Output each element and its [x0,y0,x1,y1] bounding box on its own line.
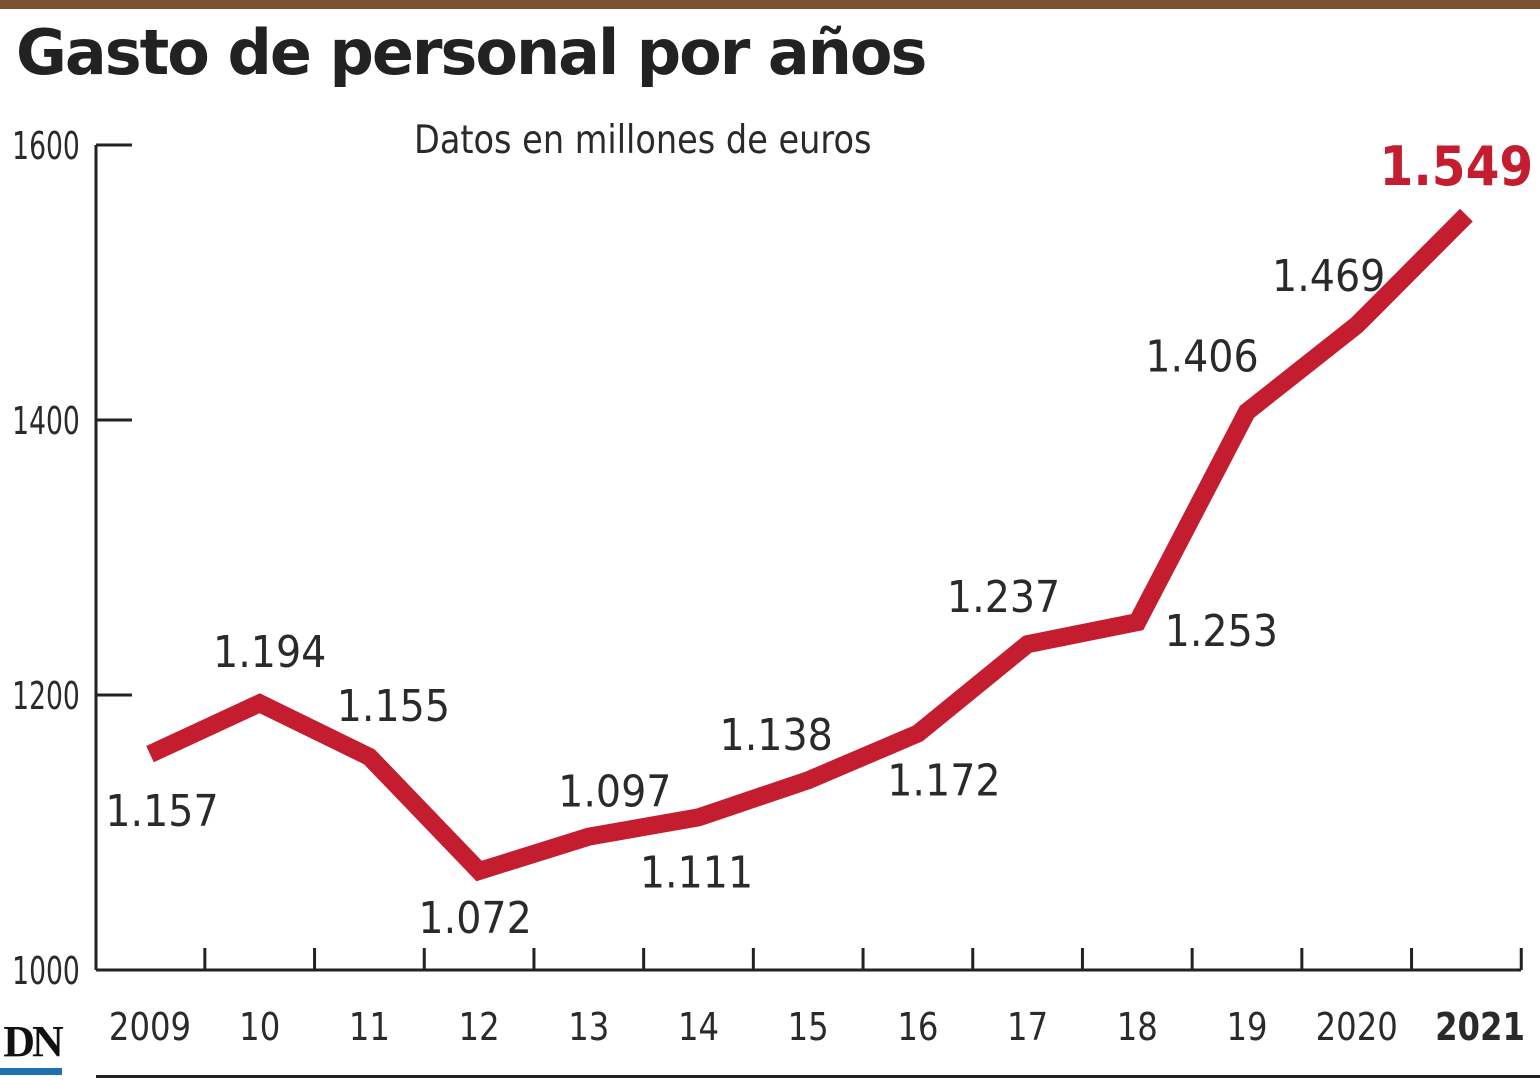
x-tick-label-2021: 2021 [1435,1006,1525,1050]
x-tick-label-13: 13 [568,1006,609,1050]
publisher-logo: DN [3,1017,64,1066]
top-decorative-bar [0,0,1540,9]
x-tick-label-2009: 2009 [109,1006,191,1050]
data-label-13: 1.097 [558,766,671,818]
axes-group: 1000 1200 1400 1600 2009 10 11 12 13 14 15 16 17 18 19… [12,124,1525,1049]
chart-subtitle: Datos en millones de euros [414,118,872,163]
x-tick-label-14: 14 [678,1006,719,1050]
logo-underline [0,1068,62,1075]
x-tick-label-12: 12 [459,1006,500,1050]
x-tick-label-15: 15 [788,1006,829,1050]
data-label-15: 1.138 [720,709,833,761]
data-label-2009: 1.157 [105,785,218,837]
series-group [146,208,1473,882]
y-tick-label-1600: 1600 [12,124,80,168]
data-label-19: 1.406 [1145,331,1258,383]
x-tick-label-16: 16 [897,1006,938,1050]
y-tick-label-1400: 1400 [12,399,80,443]
y-tick-label-1200: 1200 [12,674,80,718]
data-label-14: 1.111 [640,846,753,898]
data-label-10: 1.194 [213,626,326,678]
x-tick-label-18: 18 [1117,1006,1158,1050]
x-tick-label-17: 17 [1007,1006,1048,1050]
x-tick-label-19: 19 [1226,1006,1267,1050]
data-label-2020: 1.469 [1272,250,1385,302]
data-label-12: 1.072 [418,892,531,944]
data-label-11: 1.155 [337,680,450,732]
data-label-16: 1.172 [887,755,1000,807]
data-label-18: 1.253 [1165,605,1278,657]
x-tick-label-10: 10 [239,1006,280,1050]
chart-title: Gasto de personal por años [16,16,927,89]
bottom-rule [96,1075,1540,1078]
data-label-17: 1.237 [947,571,1060,623]
x-tick-label-2020: 2020 [1316,1006,1398,1050]
x-tick-label-11: 11 [349,1006,390,1050]
series-line [146,208,1473,882]
y-tick-label-1000: 1000 [12,949,80,993]
data-label-2021: 1.549 [1380,136,1534,199]
